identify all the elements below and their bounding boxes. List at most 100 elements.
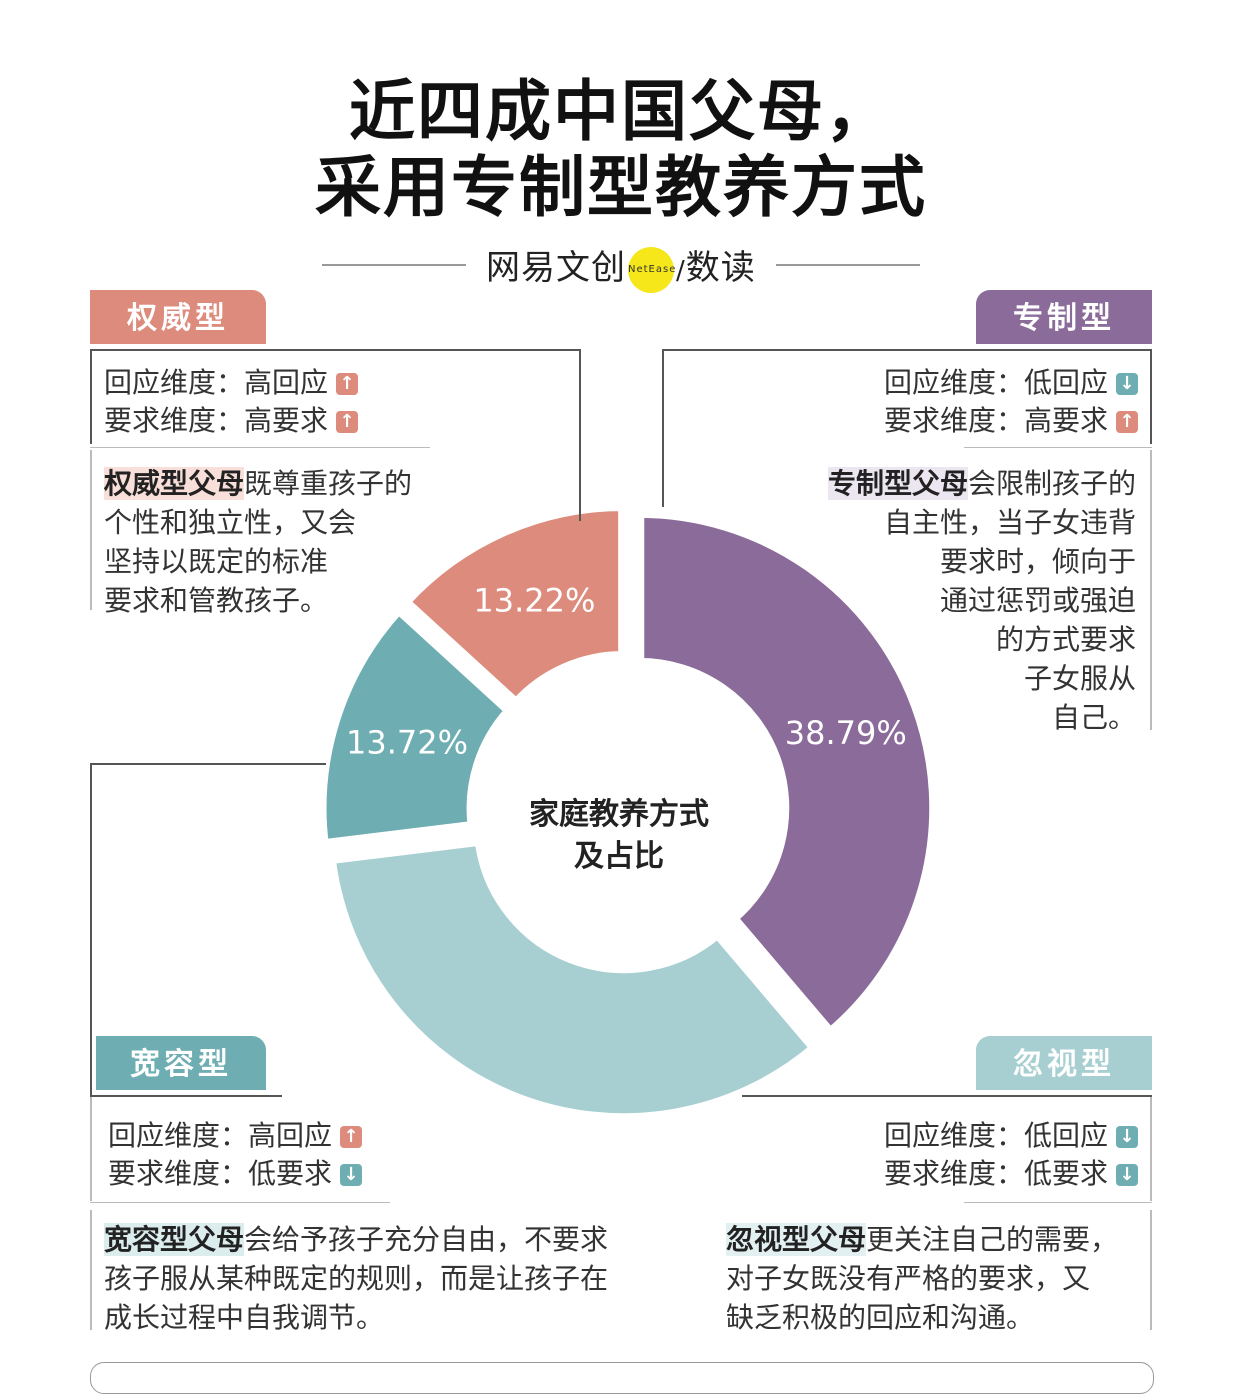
dim-value: 低要求 bbox=[1023, 1157, 1108, 1190]
frame-line bbox=[90, 1097, 92, 1201]
arrow-up-icon: ↑ bbox=[1116, 411, 1138, 433]
frame-line bbox=[90, 349, 580, 351]
authoritarian-response: 回应维度：低回应 ↓ bbox=[884, 364, 1138, 402]
frame-line bbox=[90, 763, 326, 765]
desc-text: 自己。 bbox=[1051, 701, 1136, 734]
title-line-1: 近四成中国父母， bbox=[349, 73, 893, 150]
authoritarian-description: 专制型父母会限制孩子的 自主性，当子女违背 要求时，倾向于 通过惩罚或强迫 的方… bbox=[736, 464, 1136, 737]
dim-label: 要求维度： bbox=[883, 1157, 1024, 1190]
authoritative-highlight: 权威型父母 bbox=[104, 467, 245, 500]
frame-line bbox=[742, 1095, 1152, 1097]
chart-center-label: 家庭教养方式 及占比 bbox=[496, 794, 742, 878]
frame-line bbox=[90, 1210, 92, 1330]
frame-line bbox=[1150, 1097, 1152, 1201]
arrow-down-icon: ↓ bbox=[340, 1164, 363, 1186]
permissive-description: 宽容型父母会给予孩子充分自由，不要求 孩子服从某种既定的规则，而是让孩子在 成长… bbox=[104, 1220, 664, 1337]
dim-label: 回应维度： bbox=[883, 1119, 1024, 1152]
frame-line bbox=[662, 349, 1152, 351]
dim-label: 要求维度： bbox=[108, 1157, 249, 1190]
next-card-edge bbox=[90, 1362, 1154, 1394]
title-line-2: 采用专制型教养方式 bbox=[315, 149, 927, 226]
authoritative-demand: 要求维度：高要求 ↑ bbox=[104, 402, 359, 440]
frame-line bbox=[90, 447, 430, 448]
arrow-up-icon: ↑ bbox=[336, 411, 359, 433]
neglectful-response: 回应维度：低回应 ↓ bbox=[884, 1117, 1138, 1155]
brand-divider-right bbox=[776, 264, 920, 266]
frame-line bbox=[90, 1095, 282, 1097]
authoritarian-demand: 要求维度：高要求 ↑ bbox=[884, 402, 1138, 440]
desc-text: 要求时，倾向于 bbox=[939, 545, 1136, 578]
dim-label: 回应维度： bbox=[883, 366, 1024, 399]
desc-text: 坚持以既定的标准 bbox=[104, 545, 329, 578]
authoritarian-highlight: 专制型父母 bbox=[827, 467, 968, 500]
dim-label: 回应维度： bbox=[104, 366, 245, 399]
slice-label-3: 13.22% bbox=[473, 582, 595, 620]
frame-line bbox=[90, 349, 92, 444]
desc-text: 会给予孩子充分自由，不要求 bbox=[244, 1223, 609, 1256]
arrow-down-icon: ↓ bbox=[1116, 1164, 1138, 1186]
dim-value: 高要求 bbox=[1023, 404, 1108, 437]
center-label-line-2: 及占比 bbox=[574, 839, 664, 874]
frame-line bbox=[90, 763, 92, 1097]
neglectful-demand: 要求维度：低要求 ↓ bbox=[884, 1155, 1138, 1193]
dim-value: 高回应 bbox=[244, 366, 329, 399]
frame-line bbox=[964, 447, 1152, 448]
desc-text: 更关注自己的需要， bbox=[866, 1223, 1119, 1256]
desc-text: 成长过程中自我调节。 bbox=[104, 1301, 385, 1334]
dim-label: 要求维度： bbox=[883, 404, 1024, 437]
slice-label-2: 13.72% bbox=[346, 723, 468, 761]
desc-text: 对子女既没有严格的要求，又 bbox=[726, 1262, 1091, 1295]
frame-line bbox=[1150, 1210, 1152, 1330]
dim-value: 高要求 bbox=[244, 404, 329, 437]
frame-line bbox=[579, 349, 581, 521]
tag-permissive: 宽容型 bbox=[96, 1036, 266, 1090]
permissive-response: 回应维度：高回应 ↑ bbox=[108, 1117, 363, 1155]
donut-slice-2 bbox=[316, 602, 517, 850]
desc-text: 会限制孩子的 bbox=[967, 467, 1136, 500]
frame-line bbox=[662, 349, 664, 507]
arrow-up-icon: ↑ bbox=[336, 373, 359, 395]
donut-slice-3 bbox=[398, 501, 629, 711]
desc-text: 要求和管教孩子。 bbox=[104, 584, 329, 617]
donut-slice-0 bbox=[634, 507, 940, 1040]
frame-line bbox=[1150, 349, 1152, 444]
brand-name: 网易文创 bbox=[486, 248, 626, 288]
netease-logo-icon: NetEase bbox=[628, 246, 675, 293]
brand-sub: 数读 bbox=[685, 248, 756, 288]
frame-line bbox=[1150, 450, 1152, 730]
desc-text: 孩子服从某种既定的规则，而是让孩子在 bbox=[104, 1262, 609, 1295]
frame-line bbox=[90, 1202, 390, 1203]
authoritative-description: 权威型父母既尊重孩子的 个性和独立性，又会 坚持以既定的标准 要求和管教孩子。 bbox=[104, 464, 544, 620]
brand: 网易文创 NetEase/数读 bbox=[486, 240, 756, 293]
desc-text: 子女服从 bbox=[1023, 662, 1136, 695]
desc-text: 缺乏积极的回应和沟通。 bbox=[726, 1301, 1035, 1334]
donut-slice-1 bbox=[325, 835, 822, 1124]
brand-divider-left bbox=[322, 264, 466, 266]
desc-text: 的方式要求 bbox=[995, 623, 1136, 656]
dim-label: 要求维度： bbox=[104, 404, 245, 437]
desc-text: 既尊重孩子的 bbox=[244, 467, 413, 500]
neglectful-highlight: 忽视型父母 bbox=[726, 1223, 867, 1256]
desc-text: 自主性，当子女违背 bbox=[883, 506, 1136, 539]
tag-authoritarian: 专制型 bbox=[976, 290, 1152, 344]
dim-value: 低回应 bbox=[1023, 1119, 1108, 1152]
arrow-down-icon: ↓ bbox=[1116, 1126, 1138, 1148]
permissive-highlight: 宽容型父母 bbox=[104, 1223, 245, 1256]
dim-label: 回应维度： bbox=[108, 1119, 249, 1152]
desc-text: 个性和独立性，又会 bbox=[104, 506, 357, 539]
arrow-up-icon: ↑ bbox=[340, 1126, 363, 1148]
tag-authoritative: 权威型 bbox=[90, 290, 266, 344]
dim-value: 高回应 bbox=[248, 1119, 333, 1152]
desc-text: 通过惩罚或强迫 bbox=[939, 584, 1136, 617]
center-label-line-1: 家庭教养方式 bbox=[529, 797, 709, 832]
authoritative-response: 回应维度：高回应 ↑ bbox=[104, 364, 359, 402]
tag-neglectful: 忽视型 bbox=[976, 1036, 1152, 1090]
dim-value: 低要求 bbox=[248, 1157, 333, 1190]
permissive-demand: 要求维度：低要求 ↓ bbox=[108, 1155, 363, 1193]
frame-line bbox=[964, 1202, 1152, 1203]
dim-value: 低回应 bbox=[1023, 366, 1108, 399]
neglectful-description: 忽视型父母更关注自己的需要， 对子女既没有严格的要求，又 缺乏积极的回应和沟通。 bbox=[726, 1220, 1146, 1337]
arrow-down-icon: ↓ bbox=[1116, 373, 1138, 395]
slice-label-0: 38.79% bbox=[785, 714, 907, 752]
